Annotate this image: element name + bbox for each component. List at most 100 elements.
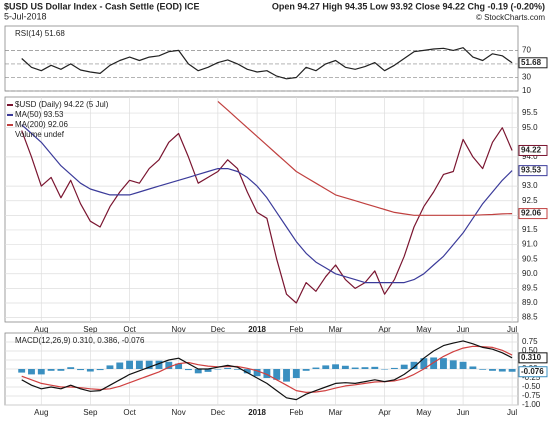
- histogram-bar: [381, 369, 389, 370]
- histogram-bar: [224, 367, 232, 369]
- series-line: [21, 340, 513, 401]
- histogram-bar: [449, 360, 457, 369]
- y-tick-label: 92.5: [522, 196, 538, 205]
- histogram-bar: [361, 367, 369, 369]
- series-line: [21, 47, 513, 80]
- y-tick-label: 0.75: [522, 337, 538, 346]
- x-tick-label: Jul: [507, 325, 517, 334]
- x-tick-label: Apr: [378, 408, 391, 417]
- y-tick-label: 30: [522, 73, 531, 82]
- x-tick-label: 2018: [248, 408, 266, 417]
- x-tick-label: May: [416, 325, 431, 334]
- x-tick-label: Nov: [171, 408, 185, 417]
- x-tick-label: Mar: [329, 408, 343, 417]
- x-tick-label: Dec: [211, 325, 225, 334]
- histogram-bar: [126, 360, 134, 369]
- histogram-bar: [498, 369, 506, 372]
- chart-title: $USD US Dollar Index - Cash Settle (EOD)…: [4, 1, 200, 11]
- y-tick-label: 94.0: [522, 152, 538, 161]
- x-tick-label: Sep: [83, 325, 98, 334]
- end-value-label: 51.68: [521, 58, 542, 67]
- histogram-bar: [322, 365, 330, 369]
- legend-label: RSI(14) 51.68: [15, 29, 65, 38]
- histogram-bar: [459, 361, 467, 369]
- end-value-box: [518, 165, 548, 177]
- y-tick-label: 89.0: [522, 298, 538, 307]
- end-value-label: 94.22: [521, 146, 542, 155]
- y-tick-label: -1.00: [522, 400, 541, 409]
- x-tick-label: Jul: [507, 408, 517, 417]
- histogram-bar: [312, 367, 320, 369]
- histogram-bar: [283, 369, 290, 382]
- histogram-bar: [28, 369, 35, 375]
- x-tick-label: Aug: [34, 325, 48, 334]
- x-tick-label: Aug: [34, 408, 48, 417]
- legend-note: Volume undef: [15, 130, 65, 139]
- histogram-bar: [106, 365, 114, 369]
- end-value-box: [518, 57, 548, 69]
- y-tick-label: -0.75: [522, 391, 541, 400]
- end-value-label: 93.53: [521, 166, 542, 175]
- quote: Open 94.27 High 94.35 Low 93.92 Close 94…: [272, 1, 545, 11]
- histogram-bar: [145, 360, 153, 369]
- panel: [4, 25, 519, 92]
- histogram-bar: [37, 369, 45, 375]
- y-tick-label: -0.50: [522, 382, 541, 391]
- histogram-bar: [96, 369, 104, 371]
- histogram-bar: [86, 369, 94, 372]
- date: 5-Jul-2018: [4, 11, 47, 21]
- y-tick-label: -0.25: [522, 373, 541, 382]
- histogram-bar: [253, 369, 261, 377]
- histogram-bar: [135, 360, 143, 369]
- end-value-box: [518, 366, 548, 378]
- histogram-bar: [400, 364, 408, 369]
- legend-label: MA(50) 93.53: [15, 110, 64, 119]
- x-tick-label: Sep: [83, 408, 98, 417]
- series-line: [217, 100, 513, 216]
- y-tick-label: 90.0: [522, 269, 538, 278]
- y-tick-label: 10: [522, 86, 531, 95]
- end-value-label: 92.06: [521, 209, 542, 218]
- legend-label: $USD (Daily) 94.22 (5 Jul): [15, 100, 109, 109]
- x-tick-label: Dec: [211, 408, 225, 417]
- y-tick-label: 95.0: [522, 123, 538, 132]
- y-tick-label: 89.5: [522, 284, 538, 293]
- histogram-bar: [273, 369, 281, 380]
- y-tick-label: 93.0: [522, 181, 538, 190]
- histogram-bar: [234, 369, 241, 370]
- histogram-bar: [47, 369, 55, 371]
- histogram-bar: [371, 366, 379, 369]
- histogram-bar: [175, 363, 183, 369]
- series-line: [21, 124, 513, 284]
- histogram-bar: [302, 369, 310, 371]
- end-value-box: [518, 352, 548, 364]
- histogram-bar: [263, 369, 271, 378]
- x-tick-label: Jun: [457, 325, 470, 334]
- end-value-box: [518, 208, 548, 220]
- x-tick-label: Mar: [329, 325, 343, 334]
- x-tick-label: May: [416, 408, 431, 417]
- end-value-label: -0.076: [521, 367, 544, 376]
- histogram-bar: [67, 367, 75, 369]
- histogram-bar: [155, 360, 163, 369]
- histogram-bar: [390, 367, 398, 369]
- histogram-bar: [508, 369, 516, 372]
- credit: © StockCharts.com: [476, 13, 545, 22]
- x-tick-label: Oct: [123, 408, 136, 417]
- x-tick-label: Oct: [123, 325, 136, 334]
- histogram-bar: [184, 369, 192, 371]
- histogram-bar: [292, 369, 300, 378]
- histogram-bar: [440, 358, 447, 369]
- histogram-bar: [194, 369, 202, 374]
- histogram-bar: [116, 362, 124, 369]
- histogram-bar: [341, 365, 349, 369]
- y-tick-label: 91.0: [522, 240, 538, 249]
- histogram-bar: [469, 366, 477, 369]
- end-value-label: 0.310: [521, 353, 542, 362]
- y-tick-label: 70: [522, 45, 531, 54]
- y-tick-label: 0.50: [522, 346, 538, 355]
- histogram-bar: [332, 364, 339, 369]
- y-tick-label: 90.5: [522, 254, 538, 263]
- histogram-bar: [243, 369, 251, 374]
